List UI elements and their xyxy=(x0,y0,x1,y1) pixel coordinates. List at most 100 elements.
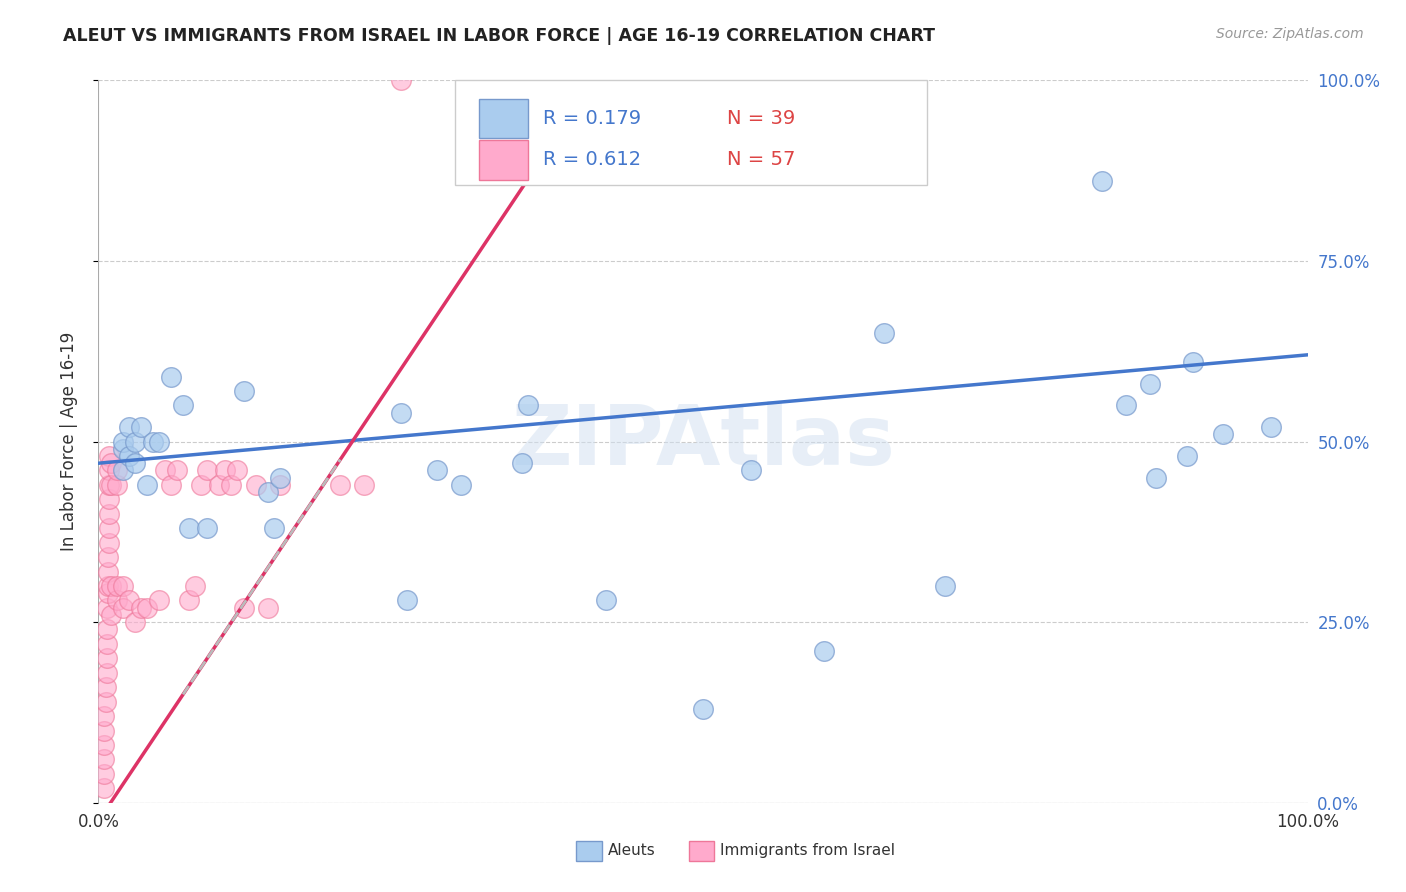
Point xyxy=(105,463,128,477)
Point xyxy=(129,420,152,434)
Point xyxy=(111,579,134,593)
Point xyxy=(98,463,121,477)
Point xyxy=(105,593,128,607)
Point xyxy=(179,593,201,607)
Point xyxy=(124,456,146,470)
Point xyxy=(1091,174,1114,188)
Point xyxy=(111,442,134,456)
Point xyxy=(97,579,120,593)
Text: R = 0.612: R = 0.612 xyxy=(543,150,641,169)
Point xyxy=(184,579,207,593)
Point xyxy=(450,478,472,492)
Point xyxy=(179,521,201,535)
Point xyxy=(93,767,115,781)
FancyBboxPatch shape xyxy=(479,140,527,179)
Point xyxy=(1181,355,1204,369)
Point xyxy=(124,615,146,630)
Point xyxy=(135,600,157,615)
Point xyxy=(93,781,115,796)
Point xyxy=(97,586,120,600)
Point xyxy=(105,579,128,593)
Point xyxy=(245,478,267,492)
Point xyxy=(595,593,617,607)
Point xyxy=(98,507,121,521)
Point xyxy=(98,478,121,492)
Point xyxy=(129,600,152,615)
Text: ALEUT VS IMMIGRANTS FROM ISRAEL IN LABOR FORCE | AGE 16-19 CORRELATION CHART: ALEUT VS IMMIGRANTS FROM ISRAEL IN LABOR… xyxy=(63,27,935,45)
Point xyxy=(100,478,122,492)
Point xyxy=(232,384,254,398)
Point xyxy=(389,73,412,87)
Point xyxy=(97,550,120,565)
Point xyxy=(118,593,141,607)
Text: ZIPAtlas: ZIPAtlas xyxy=(510,401,896,482)
Point xyxy=(740,463,762,477)
Point xyxy=(190,478,212,492)
Point xyxy=(142,434,165,449)
Point xyxy=(118,449,141,463)
Point xyxy=(1212,427,1234,442)
Point xyxy=(98,492,121,507)
Point xyxy=(98,521,121,535)
Point xyxy=(153,463,176,477)
Point xyxy=(100,456,122,470)
Point xyxy=(934,579,956,593)
Point xyxy=(226,463,249,477)
Point xyxy=(96,665,118,680)
Point xyxy=(166,463,188,477)
Point xyxy=(111,463,134,477)
Point xyxy=(516,398,538,412)
Point xyxy=(813,644,835,658)
Point xyxy=(395,593,418,607)
Point xyxy=(1175,449,1198,463)
FancyBboxPatch shape xyxy=(479,99,527,138)
Point xyxy=(208,478,231,492)
Point xyxy=(135,478,157,492)
Point xyxy=(195,521,218,535)
Point xyxy=(195,463,218,477)
Point xyxy=(105,478,128,492)
Text: Aleuts: Aleuts xyxy=(607,844,655,858)
Point xyxy=(94,695,117,709)
Point xyxy=(160,369,183,384)
Point xyxy=(263,521,285,535)
Point xyxy=(148,593,170,607)
Point xyxy=(93,723,115,738)
Point xyxy=(160,478,183,492)
Point xyxy=(148,434,170,449)
Point xyxy=(692,702,714,716)
Point xyxy=(118,420,141,434)
Point xyxy=(98,535,121,549)
Text: Immigrants from Israel: Immigrants from Israel xyxy=(720,844,894,858)
Point xyxy=(93,709,115,723)
Y-axis label: In Labor Force | Age 16-19: In Labor Force | Age 16-19 xyxy=(59,332,77,551)
Point xyxy=(329,478,352,492)
Point xyxy=(124,434,146,449)
Point xyxy=(1260,420,1282,434)
Point xyxy=(269,478,291,492)
Point xyxy=(214,463,236,477)
Point xyxy=(96,637,118,651)
Point xyxy=(389,406,412,420)
Text: R = 0.179: R = 0.179 xyxy=(543,109,641,128)
Point xyxy=(269,470,291,484)
Point xyxy=(256,485,278,500)
Point xyxy=(510,456,533,470)
Point xyxy=(1139,376,1161,391)
Point xyxy=(353,478,375,492)
Point xyxy=(1115,398,1137,412)
Text: Source: ZipAtlas.com: Source: ZipAtlas.com xyxy=(1216,27,1364,41)
Point xyxy=(873,326,896,340)
Point xyxy=(232,600,254,615)
Point xyxy=(94,680,117,694)
Point xyxy=(426,463,449,477)
Point xyxy=(93,752,115,766)
Point xyxy=(256,600,278,615)
FancyBboxPatch shape xyxy=(456,80,927,185)
Point xyxy=(172,398,194,412)
Text: N = 39: N = 39 xyxy=(727,109,796,128)
Point xyxy=(221,478,243,492)
Point xyxy=(96,600,118,615)
Point xyxy=(96,623,118,637)
Point xyxy=(97,565,120,579)
